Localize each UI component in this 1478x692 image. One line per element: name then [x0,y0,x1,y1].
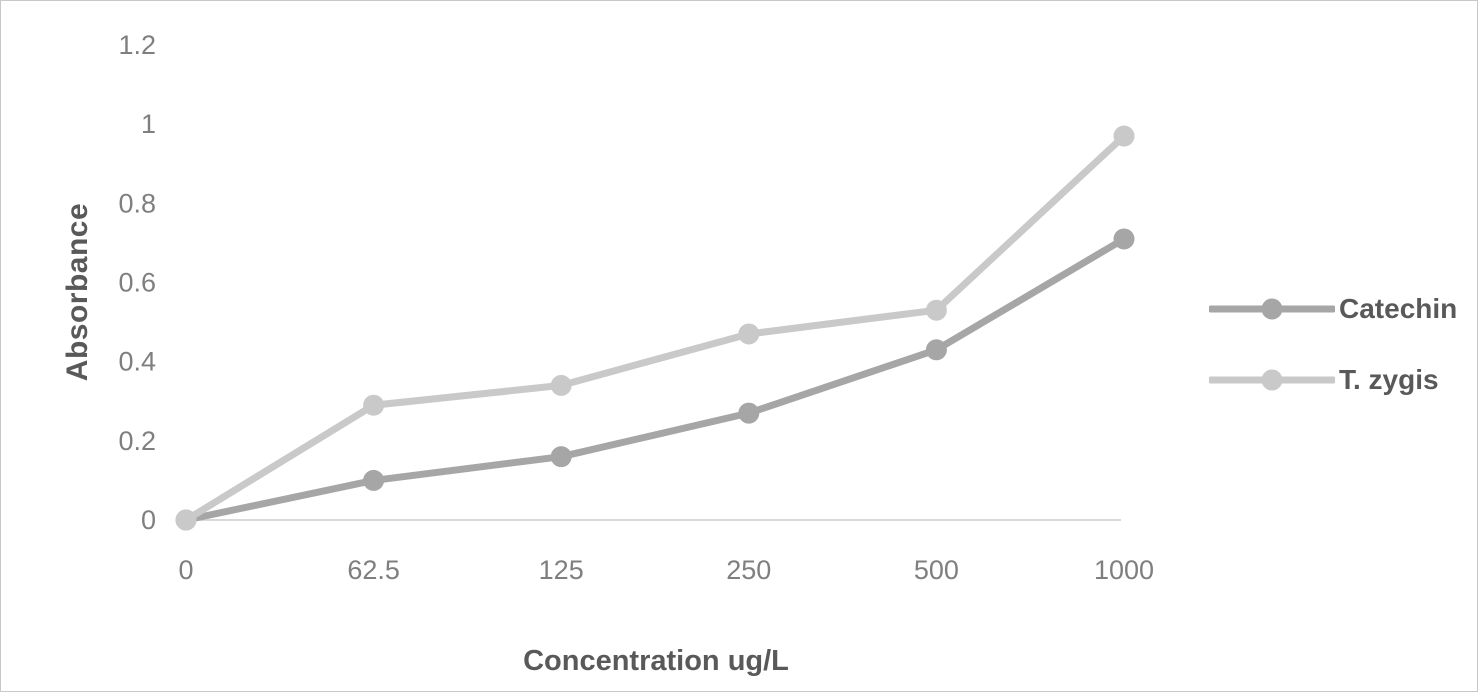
y-axis-title: Absorbance [61,202,94,382]
x-tick-label: 62.5 [347,555,400,585]
data-point-catechin [1113,228,1135,250]
y-tick-label: 0.6 [118,268,156,298]
x-tick-label: 125 [539,555,584,585]
data-point-catechin [925,339,947,361]
legend-label-t-zygis: T. zygis [1339,364,1439,395]
data-point-t-zygis [925,299,947,321]
data-point-t-zygis [738,323,760,345]
y-tick-label: 0 [141,505,156,535]
x-tick-label: 0 [178,555,193,585]
legend-marker-icon [1209,298,1335,320]
x-tick-label: 250 [726,555,771,585]
y-tick-label: 1.2 [118,30,156,60]
data-point-t-zygis [175,509,197,531]
y-tick-label: 1 [141,109,156,139]
data-point-catechin [738,402,760,424]
x-tick-label: 1000 [1094,555,1154,585]
series-line-catechin [182,235,1128,524]
x-axis-title: Concentration ug/L [523,645,789,677]
series-line-t-zygis [182,132,1128,524]
legend-dot [1261,369,1283,391]
data-point-t-zygis [1113,125,1135,147]
data-point-t-zygis [363,394,385,416]
data-point-catechin [363,469,385,491]
legend-marker-icon [1209,369,1335,391]
legend: Catechin T. zygis [1209,289,1457,400]
data-point-catechin [550,446,572,468]
y-tick-label: 0.2 [118,426,156,456]
legend-label-catechin: Catechin [1339,293,1458,324]
legend-item-catechin: Catechin [1209,289,1457,329]
x-tick-label: 500 [914,555,959,585]
legend-item-t-zygis: T. zygis [1209,360,1457,400]
y-tick-label: 0.8 [118,188,156,218]
legend-dot [1261,298,1283,320]
data-point-t-zygis [550,374,572,396]
y-tick-label: 0.4 [118,347,156,377]
